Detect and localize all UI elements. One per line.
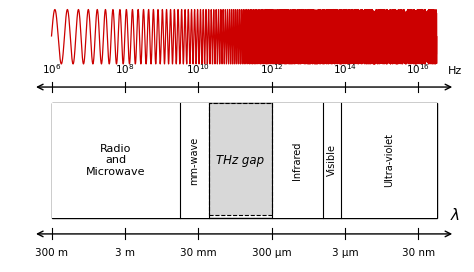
Text: 3 m: 3 m — [115, 248, 135, 258]
Text: mm-wave: mm-wave — [190, 136, 200, 185]
Text: Infrared: Infrared — [292, 141, 302, 180]
Bar — [323, 103, 341, 218]
Text: $10^{10}$: $10^{10}$ — [186, 62, 210, 76]
Text: $10^{16}$: $10^{16}$ — [406, 62, 430, 76]
Bar — [180, 103, 209, 218]
Text: 3 μm: 3 μm — [332, 248, 358, 258]
Bar — [52, 103, 437, 218]
Text: $10^{14}$: $10^{14}$ — [333, 62, 357, 76]
Text: 300 μm: 300 μm — [252, 248, 292, 258]
Text: 30 nm: 30 nm — [402, 248, 435, 258]
Bar — [272, 103, 323, 218]
Bar — [209, 103, 272, 215]
Text: 300 m: 300 m — [35, 248, 68, 258]
Bar — [341, 103, 437, 218]
Bar — [52, 103, 180, 218]
Text: THz gap: THz gap — [216, 154, 264, 167]
Text: $10^{8}$: $10^{8}$ — [115, 62, 135, 76]
Text: $\lambda$: $\lambda$ — [450, 207, 460, 223]
Text: Visible: Visible — [327, 144, 337, 177]
Text: $10^{12}$: $10^{12}$ — [260, 62, 283, 76]
Text: Ultra-violet: Ultra-violet — [384, 134, 394, 187]
Text: 30 mm: 30 mm — [180, 248, 217, 258]
Text: Hz: Hz — [448, 66, 462, 76]
Text: $10^{6}$: $10^{6}$ — [42, 62, 61, 76]
Text: Radio
and
Microwave: Radio and Microwave — [86, 144, 146, 177]
